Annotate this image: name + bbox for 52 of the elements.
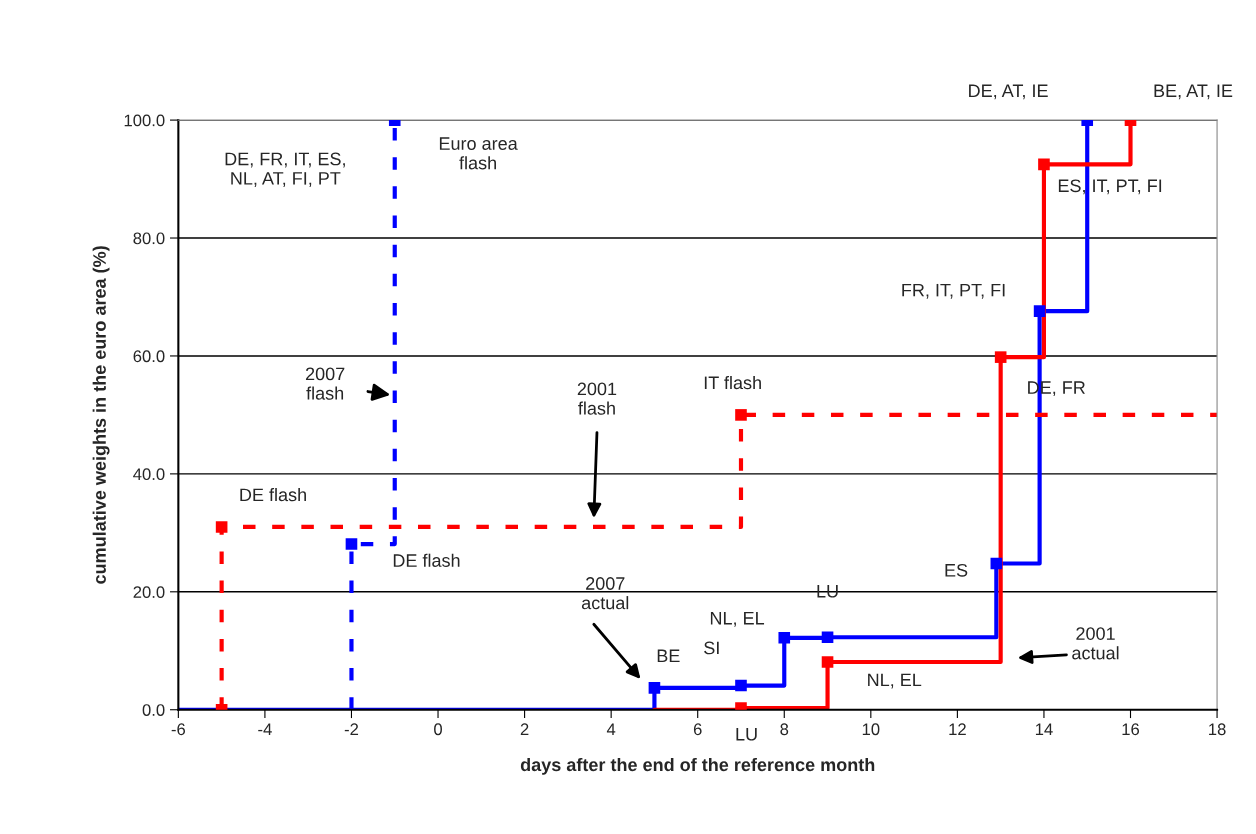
y-tick-label: 40.0 [133, 468, 165, 481]
point [994, 351, 1007, 363]
annotation: 2001 flash [577, 382, 617, 415]
x-tick-label: 6 [693, 723, 702, 736]
point [1038, 158, 1050, 171]
annotation: 2007 flash [305, 367, 345, 400]
point [821, 631, 834, 644]
x-tick-label: 0 [434, 723, 443, 736]
x-tick-label: 10 [862, 723, 880, 736]
annotation: BE [657, 649, 680, 663]
x-tick-label: 12 [949, 723, 966, 736]
annotation: Euro area flash [439, 137, 518, 170]
annotation: DE, FR, IT, ES, NL, AT, FI, PT [225, 152, 345, 187]
annotation: 2001 actual [1072, 627, 1119, 660]
annotation: FR, IT, PT, FI [902, 283, 1005, 299]
point [215, 521, 228, 533]
annotation: DE flash [393, 553, 460, 567]
y-tick-label: 80.0 [133, 232, 165, 245]
y-tick-label: 100.0 [124, 114, 165, 127]
annotation: 2007 actual [581, 577, 629, 610]
x-tick-label: -4 [258, 723, 272, 736]
y-axis-title: cumulative weights in the euro area (%) [92, 246, 110, 584]
x-tick-label: 16 [1122, 723, 1140, 736]
annotation: DE, AT, IE [969, 84, 1048, 100]
x-tick-label: 2 [520, 723, 529, 736]
annotation: NL, EL [868, 673, 922, 689]
x-tick-label: -2 [344, 723, 359, 736]
point [821, 656, 834, 668]
point [648, 682, 661, 694]
annotation: IT flash [704, 375, 761, 390]
annotation: DE flash [240, 487, 306, 502]
y-tick-label: 20.0 [133, 586, 165, 599]
x-axis-title: days after the end of the reference month [520, 757, 875, 775]
point [735, 409, 747, 421]
x-tick-label: 4 [606, 723, 616, 736]
x-tick-label: 8 [780, 723, 789, 736]
x-tick-label: -6 [171, 723, 186, 736]
point [1033, 305, 1046, 317]
point [735, 679, 747, 692]
annotation: ES, IT, PT, FI [1058, 179, 1162, 195]
annotation: BE, AT, IE [1154, 84, 1233, 100]
point [345, 538, 358, 550]
annotation: SI [704, 641, 719, 655]
y-tick-label: 0.0 [142, 704, 165, 716]
annotation: NL, EL [710, 611, 765, 627]
annotation: ES [945, 563, 968, 577]
annotation: LU [736, 727, 757, 741]
point [990, 557, 1003, 570]
point [778, 631, 791, 644]
x-tick-label: 18 [1209, 723, 1226, 736]
x-tick-label: 14 [1035, 723, 1053, 736]
y-tick-label: 60.0 [133, 350, 165, 363]
